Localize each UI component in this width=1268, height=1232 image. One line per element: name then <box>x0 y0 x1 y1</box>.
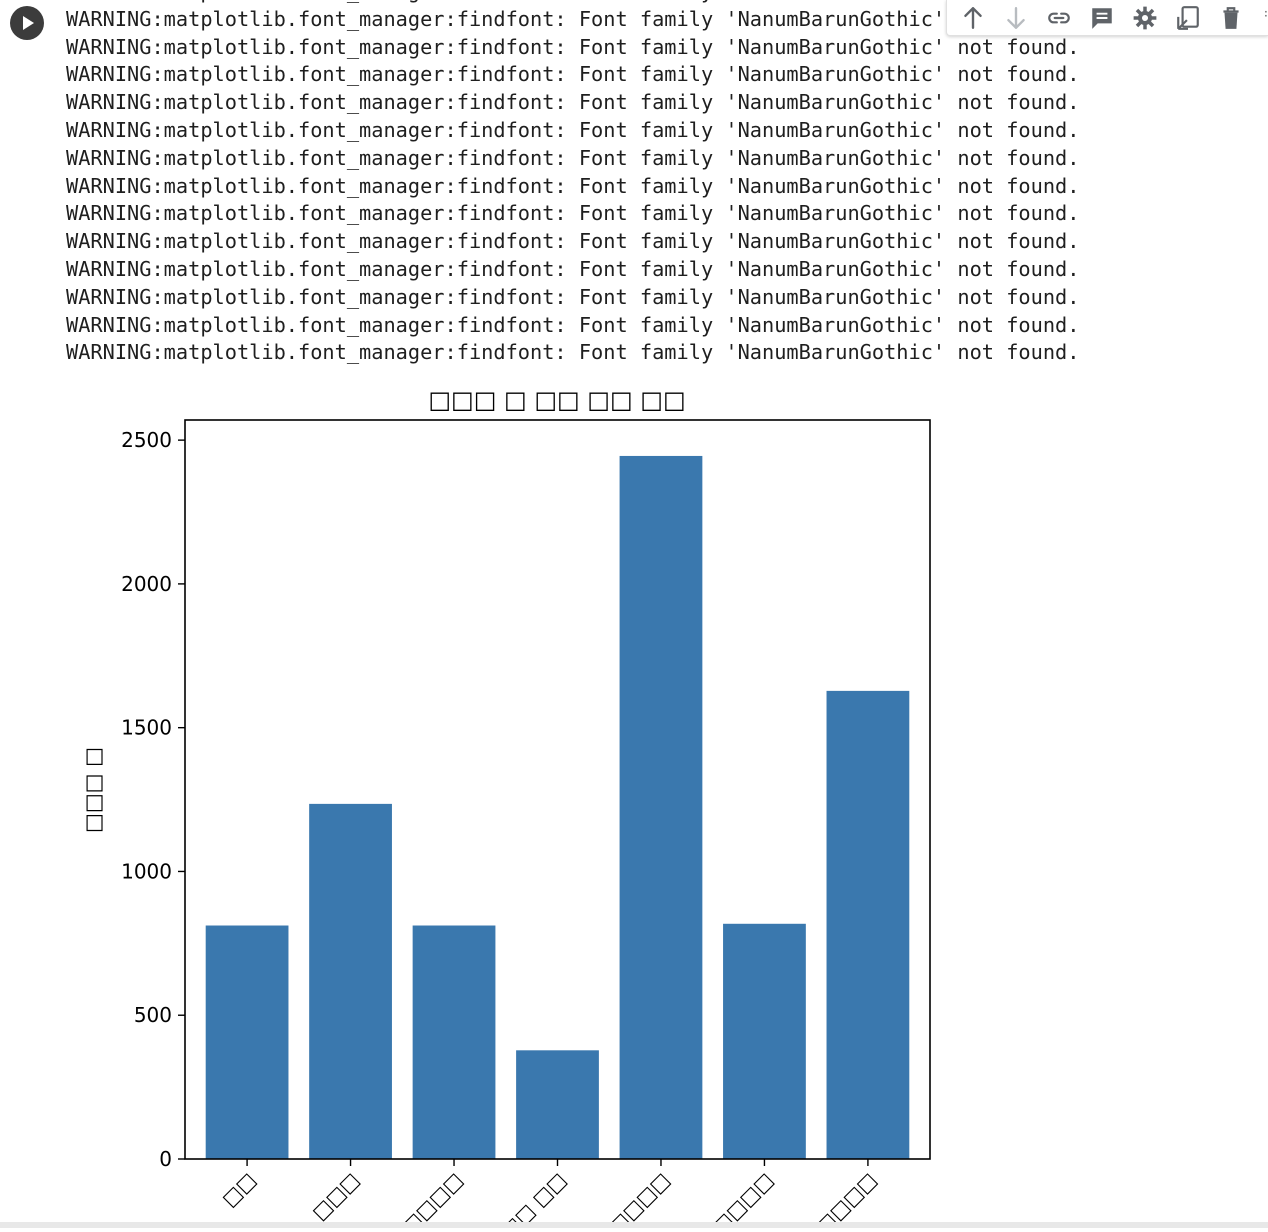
add-comment-button[interactable] <box>1084 1 1120 35</box>
arrow-down-icon <box>1007 6 1025 29</box>
trash-icon <box>1223 6 1239 29</box>
log-line: WARNING:matplotlib.font_manager:findfont… <box>66 34 1080 59</box>
log-line: WARNING:matplotlib.font_manager:findfont… <box>66 284 1080 309</box>
x-tick-label: □□□□ <box>397 1168 467 1228</box>
x-axis: □□ □□□ □□□□ □□ □□ □□□□ □□□□ □□□□ <box>217 1159 881 1232</box>
move-cell-up-button[interactable] <box>955 1 991 35</box>
bar-chart: □□□ □ □□ □□ □□ □□□ □ 0 500 1000 1500 2000 250… <box>70 375 970 1232</box>
cell-toolbar: · · <box>946 0 1268 36</box>
log-line: WARNING:matplotlib.font_manager:findfont… <box>66 90 1080 115</box>
x-tick-label: □□ <box>217 1168 261 1212</box>
plot-frame <box>184 419 931 1160</box>
bars-group <box>205 455 910 1159</box>
y-tick-label: 0 <box>159 1147 172 1171</box>
gear-icon <box>1133 6 1157 29</box>
more-options-icon[interactable]: · · <box>1264 5 1268 23</box>
log-line: WARNING:matplotlib.font_manager:findfont… <box>66 0 1079 6</box>
log-line: WARNING:matplotlib.font_manager:findfont… <box>66 145 1080 170</box>
run-cell-button[interactable] <box>10 6 44 40</box>
log-line: WARNING:matplotlib.font_manager:findfont… <box>66 256 1080 281</box>
bottom-scroll-strip <box>0 1222 1268 1228</box>
x-tick-label: □□ □□ <box>496 1168 571 1228</box>
bar <box>723 923 806 1159</box>
log-line: WARNING:matplotlib.font_manager:findfont… <box>66 6 1080 31</box>
x-tick-label: □□□□ <box>604 1168 674 1228</box>
link-icon <box>1048 12 1070 23</box>
log-line: WARNING:matplotlib.font_manager:findfont… <box>66 117 1080 142</box>
bar <box>412 925 496 1159</box>
delete-cell-button[interactable] <box>1213 1 1249 35</box>
log-line: WARNING:matplotlib.font_manager:findfont… <box>66 173 1080 198</box>
log-line: WARNING:matplotlib.font_manager:findfont… <box>66 312 1080 337</box>
bar <box>619 455 703 1159</box>
log-line: WARNING:matplotlib.font_manager:findfont… <box>66 229 1080 254</box>
x-tick-label: □□□□ <box>811 1168 881 1228</box>
x-tick-label: □□□ <box>307 1168 364 1225</box>
bar <box>309 803 392 1159</box>
mirror-cell-button[interactable] <box>1170 1 1206 35</box>
y-tick-label: 500 <box>134 1003 172 1027</box>
log-line: WARNING:matplotlib.font_manager:findfont… <box>66 201 1080 226</box>
copy-link-button[interactable] <box>1041 1 1077 35</box>
y-tick-label: 1500 <box>121 716 172 740</box>
bar <box>516 1050 599 1159</box>
bar <box>205 925 289 1159</box>
y-axis-label: □□□ □ <box>81 747 105 833</box>
y-tick-label: 2000 <box>121 572 172 596</box>
mirror-icon <box>1177 5 1199 30</box>
y-tick-label: 1000 <box>121 859 172 883</box>
y-tick-label: 2500 <box>121 428 172 452</box>
log-line: WARNING:matplotlib.font_manager:findfont… <box>66 340 1080 365</box>
chart-title: □□□ □ □□ □□ □□ <box>428 386 685 414</box>
move-cell-down-button[interactable] <box>998 1 1034 35</box>
x-tick-label: □□□□ <box>708 1168 778 1228</box>
y-axis: 0 500 1000 1500 2000 2500 <box>121 428 185 1171</box>
cell-output-log: WARNING:matplotlib.font_manager:findfont… <box>66 0 1079 367</box>
cell-settings-button[interactable] <box>1127 1 1163 35</box>
log-line: WARNING:matplotlib.font_manager:findfont… <box>66 62 1080 87</box>
comment-icon <box>1092 7 1112 29</box>
bar <box>826 690 910 1159</box>
chart-svg: □□□ □ □□ □□ □□ □□□ □ 0 500 1000 1500 2000 250… <box>81 386 931 1232</box>
play-icon <box>23 16 34 30</box>
arrow-up-icon <box>964 6 982 29</box>
